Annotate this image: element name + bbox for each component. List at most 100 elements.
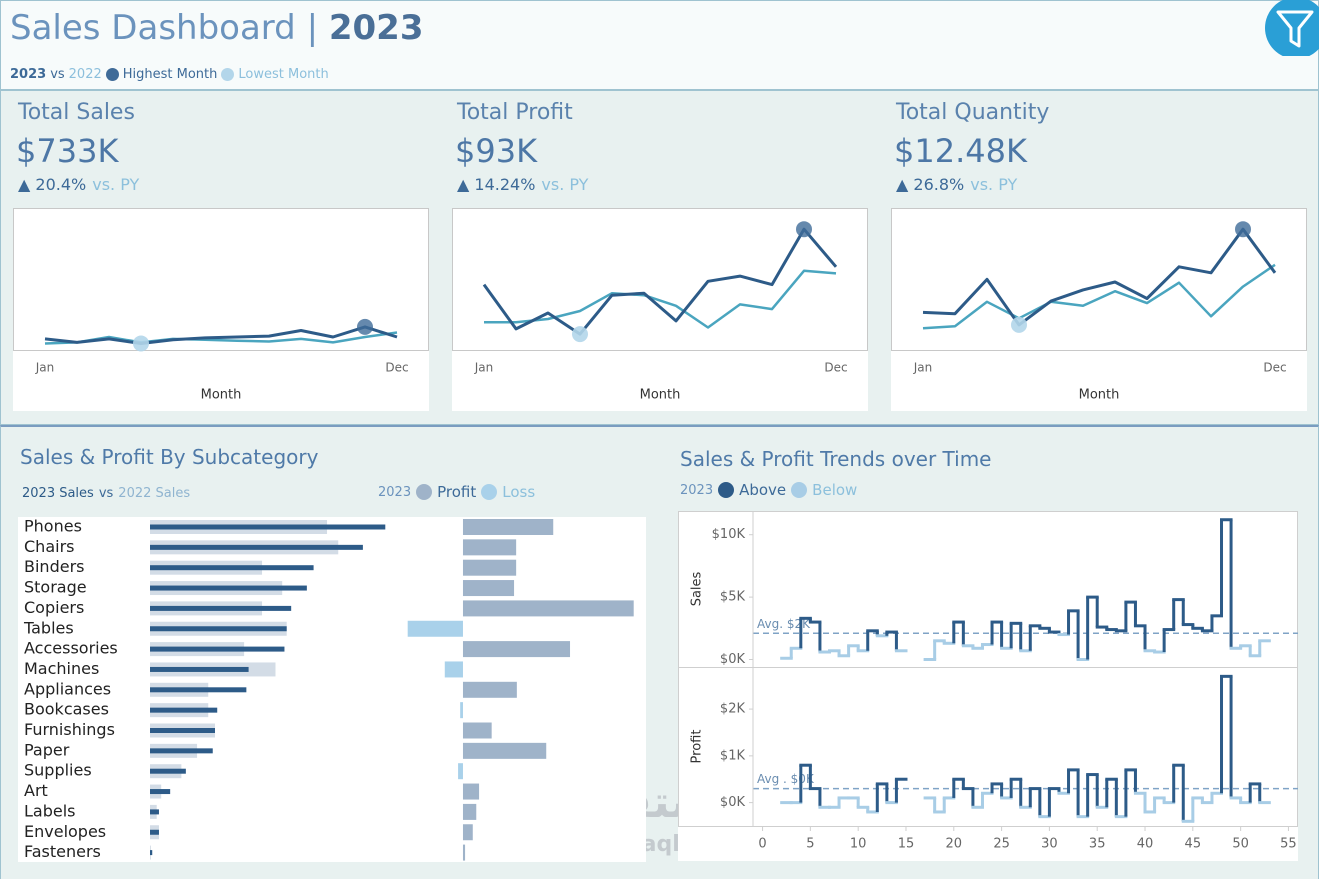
legend-profit: Profit [437,483,477,501]
y-axis-title: Profit [690,730,705,764]
x-tick-label: 5 [806,837,814,852]
profit-bar [462,681,517,698]
kpi-title: Total Quantity [896,100,1050,125]
x-tick-label: Jan [35,361,55,375]
bar-2023-sales [150,748,213,754]
y-tick-label: $0K [720,795,746,810]
y-tick-label: $2K [720,702,746,717]
average-label: Avg . $0K [757,772,815,786]
x-tick-label: 15 [898,837,915,852]
series-line [922,263,1276,330]
category-label: Binders [24,557,84,576]
profit-bar [462,722,492,739]
chart-bg [678,511,1298,861]
bar-2023-sales [150,666,249,672]
x-tick-label: Jan [474,361,494,375]
series-line [484,269,837,329]
bar-2023-sales [150,605,292,611]
profit-legend: 2023 Profit Loss [378,483,535,501]
bar-2023-sales [150,789,171,795]
plot-frame [13,208,429,351]
series-line [482,227,838,336]
category-label: Accessories [24,639,118,658]
x-axis-title: Month [640,388,681,403]
panel-title: Sales & Profit Trends over Time [680,447,992,471]
plot-frame [891,208,1307,351]
series-line [44,325,398,345]
kpi-value: $12.48K [894,132,1027,170]
legend-dot-loss [481,484,498,500]
legend-2023-sales: 2023 Sales [22,486,94,501]
title-separator: | [306,8,319,48]
x-tick-label: 10 [850,837,867,852]
x-tick-label: 0 [758,837,766,852]
x-tick-label: 25 [993,837,1010,852]
sales-legend: 2023 Sales vs 2022 Sales [22,486,190,501]
category-label: Bookcases [24,700,109,719]
category-label: Storage [24,578,87,597]
profit-bar [462,824,473,841]
bar-2023-sales [150,707,218,713]
bar-2023-sales [150,646,285,652]
category-label: Copiers [24,598,84,617]
x-tick-label: 55 [1280,837,1297,852]
legend-year: 2023 [378,484,412,500]
bar-2023-sales [150,850,153,856]
kpi-value: $93K [455,132,538,170]
x-tick-label: Dec [385,361,408,375]
title-text: Sales Dashboard [10,8,296,48]
y-tick-label: $1K [720,748,746,763]
kpi-comparison: vs. PY [970,175,1018,194]
sparkline-chart: Jan Dec Month [13,208,429,411]
legend-vs: vs [98,486,114,501]
sparkline-chart: Jan Dec Month [452,208,868,411]
chart-bg [891,208,1307,411]
bar-2023-sales [150,524,386,530]
highest-month-marker [357,318,373,335]
filter-button[interactable] [1262,0,1319,56]
kpi-title: Total Sales [18,100,135,125]
legend-above: Above [739,481,787,499]
kpi-value: $733K [16,132,119,170]
kpi-comparison: vs. PY [92,175,140,194]
trend-legend: 2023 Above Below [680,481,857,499]
filter-icon[interactable] [1276,10,1314,48]
bar-2023-sales [150,565,314,571]
x-tick-label: 40 [1137,837,1154,852]
profit-bar [462,742,547,759]
highest-month-marker [796,221,812,238]
profit-bar [462,803,477,820]
header-legend: 2023 vs 2022 Highest Month Lowest Month [10,67,329,82]
kpi-comparison: vs. PY [541,175,589,194]
loss-bar [444,661,463,678]
category-label: Furnishings [24,720,115,739]
profit-bar [462,783,480,800]
series-line [922,227,1277,327]
legend-2022-sales: 2022 Sales [118,486,191,501]
category-label: Envelopes [24,822,106,841]
category-label: Paper [24,740,70,759]
chart-bg [452,208,868,411]
profit-bar [462,559,517,576]
x-tick-label: 50 [1232,837,1249,852]
profit-bar [462,519,554,535]
x-tick-label: 45 [1185,837,1202,852]
bar-2023-sales [150,544,363,550]
category-label: Supplies [24,761,92,780]
chart-bg [18,517,646,862]
average-label: Avg. $2K [757,617,811,631]
category-label: Chairs [24,537,74,556]
x-tick-label: 35 [1089,837,1106,852]
y-tick-label: $5K [720,590,746,605]
legend-current-year: 2023 [10,67,47,82]
category-label: Fasteners [24,842,101,861]
category-label: Appliances [24,679,111,698]
trend-chart: Sales $0K $5K $10K Avg. $2K Profit $0K $1K $2K Av… [678,511,1298,861]
category-label: Labels [24,801,76,820]
bar-2023-sales [150,626,287,632]
x-axis-title: Month [1079,388,1120,403]
header-section [0,0,1319,90]
dashboard-title: Sales Dashboard | 2023 [10,8,424,48]
legend-highest: Highest Month [122,67,218,82]
panel-title: Sales & Profit By Subcategory [20,445,319,469]
